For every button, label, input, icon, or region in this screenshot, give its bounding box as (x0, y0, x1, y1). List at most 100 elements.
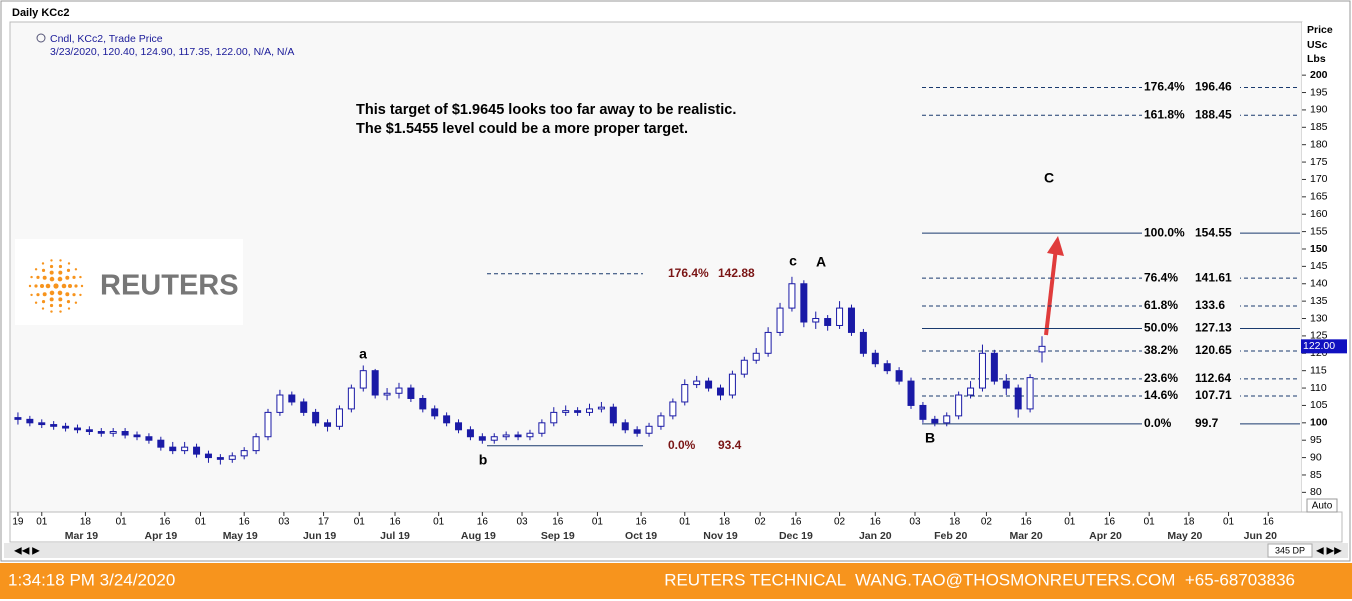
logo-dot (45, 283, 51, 289)
candle-body (943, 415, 951, 424)
fib-pct: 50.0% (1144, 321, 1178, 335)
fib-value: 188.45 (1195, 107, 1232, 121)
logo-dot (41, 262, 45, 265)
x-month-label: Apr 20 (1089, 530, 1122, 542)
candle-body (824, 318, 832, 326)
y-tick-label: 175 (1310, 156, 1328, 168)
candle-body (1026, 377, 1034, 410)
candle-body (740, 359, 748, 375)
x-tick-label: 16 (870, 517, 882, 528)
candle-body (645, 425, 653, 434)
fib-label-bg (1142, 371, 1240, 386)
candle-body (347, 387, 355, 410)
candle-body (883, 363, 891, 372)
candle-body (728, 373, 736, 396)
y-tick-label: 105 (1310, 399, 1328, 411)
fib-label-bg (1142, 108, 1240, 123)
logo-dot (36, 275, 40, 279)
x-tick-label: 02 (981, 517, 993, 528)
candle-body (431, 408, 439, 417)
candle-body (145, 436, 153, 441)
wave-label: a (359, 346, 367, 362)
logo-dot (72, 275, 76, 279)
y-tick-label: 140 (1310, 278, 1328, 290)
x-month-label: Aug 19 (461, 530, 496, 542)
candle-body (693, 380, 701, 386)
x-month-label: Jun 19 (303, 530, 336, 542)
scroll-arrows[interactable]: ◀ ▶▶ (1316, 546, 1342, 557)
candle-body (252, 436, 260, 452)
fib-pct: 61.8% (1144, 298, 1178, 312)
fib-value: 141.61 (1195, 270, 1232, 284)
x-tick-label: 01 (116, 517, 128, 528)
logo-dot (66, 268, 71, 272)
fib-value: 133.6 (1195, 298, 1225, 312)
logo-dot (58, 264, 63, 269)
candle-body (204, 453, 212, 459)
x-tick-label: 01 (592, 517, 604, 528)
logo-dot (49, 276, 55, 282)
candle-body (216, 457, 224, 460)
logo-dot (67, 262, 71, 265)
x-tick-label: 16 (790, 517, 802, 528)
logo-dot (72, 293, 76, 297)
candle-body (562, 410, 570, 413)
y-tick-label: 145 (1310, 260, 1328, 272)
candle-body (478, 436, 486, 441)
fib-label-bg (1142, 321, 1240, 336)
candle-body (169, 446, 177, 452)
logo-dot (49, 290, 55, 296)
logo-dot (30, 275, 33, 279)
arrow (1044, 247, 1058, 336)
logo-icon (28, 259, 84, 313)
x-tick-label: 03 (516, 517, 528, 528)
x-tick-label: 18 (949, 517, 961, 528)
candle-body (276, 394, 284, 413)
x-tick-label: 02 (755, 517, 767, 528)
logo-dot (79, 293, 82, 297)
candle-body (50, 424, 58, 427)
fib-value: 120.65 (1195, 343, 1232, 357)
scroll-arrows[interactable]: ◀◀ ▶ (14, 546, 40, 557)
candle-body (228, 455, 236, 460)
candle-body (788, 283, 796, 309)
candle-body (776, 307, 784, 333)
x-tick-label: 16 (1263, 517, 1275, 528)
candle-body (609, 406, 617, 424)
logo-dot (36, 293, 40, 297)
candle-body (26, 418, 34, 424)
candle-body (1002, 380, 1010, 389)
candle-body (359, 370, 367, 389)
logo-dot (74, 268, 78, 271)
logo-dot (57, 276, 63, 282)
fib-value: 112.64 (1195, 371, 1231, 385)
fib-pct: 0.0% (1144, 416, 1172, 430)
logo-dot (80, 284, 84, 288)
x-tick-label: 01 (679, 517, 691, 528)
candle-body (681, 384, 689, 403)
y-tick-label: 90 (1310, 451, 1322, 463)
y-tick-label: 115 (1310, 364, 1327, 376)
logo-dot (58, 303, 63, 308)
logo-dot (34, 284, 38, 288)
last-price-label: 122.00 (1303, 340, 1335, 352)
y-tick-label: 165 (1310, 191, 1328, 203)
x-tick-label: 01 (354, 517, 366, 528)
window-title: Daily KCc2 (12, 7, 69, 19)
candle-body (705, 380, 713, 389)
auto-button[interactable] (1306, 498, 1338, 513)
fib-pct: 161.8% (1144, 107, 1185, 121)
candle-body (193, 446, 201, 455)
logo-dot (42, 275, 47, 280)
wave-label: C (1044, 170, 1054, 186)
candle-body (14, 417, 22, 420)
fib-pct: 176.4% (1144, 80, 1185, 94)
logo-dot (74, 284, 78, 288)
y-tick-label: 190 (1310, 104, 1328, 116)
candle-body (526, 432, 534, 438)
scrollbar[interactable] (4, 543, 1348, 558)
x-month-label: Jan 20 (859, 530, 892, 542)
x-tick-label: 16 (159, 517, 171, 528)
logo-dot (58, 270, 63, 275)
